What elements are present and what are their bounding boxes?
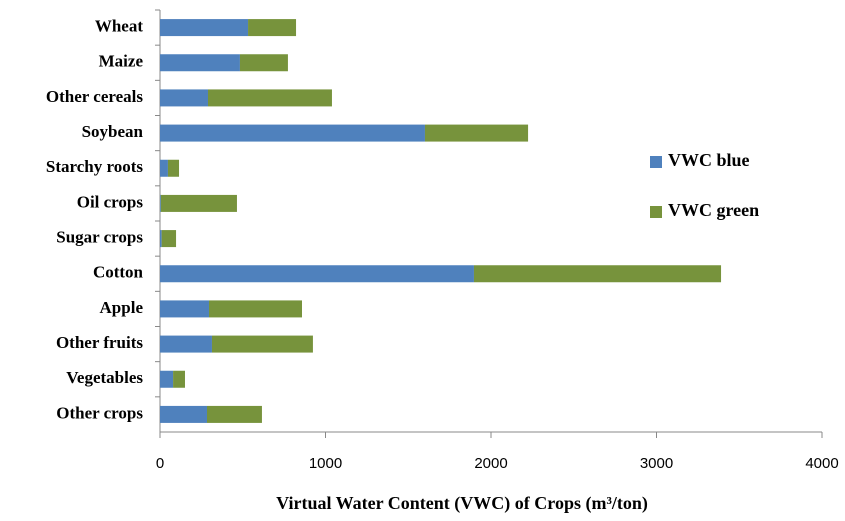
bar-segment xyxy=(160,54,240,72)
x-tick-label: 0 xyxy=(156,455,164,472)
x-tick-label: 1000 xyxy=(309,455,342,472)
bar-segment xyxy=(160,159,168,177)
bar-segment xyxy=(207,405,262,423)
bar-segment xyxy=(167,159,180,177)
x-tick-label: 4000 xyxy=(805,455,838,472)
y-tick-label: Other fruits xyxy=(56,333,143,352)
y-tick-label: Other cereals xyxy=(46,87,143,106)
y-tick-label: Wheat xyxy=(95,16,144,35)
bar-segment xyxy=(160,265,474,283)
y-tick-label: Other crops xyxy=(56,403,143,422)
bar-segment xyxy=(208,300,302,318)
bar-segment xyxy=(160,370,174,388)
y-tick-label: Maize xyxy=(99,52,144,71)
y-tick-label: Cotton xyxy=(93,263,144,282)
y-tick-label: Oil crops xyxy=(77,192,144,211)
legend-swatch xyxy=(650,206,662,218)
bar-segment xyxy=(160,124,425,142)
y-tick-label: Starchy roots xyxy=(46,157,144,176)
y-tick-label: Apple xyxy=(100,298,144,317)
bar-segment xyxy=(160,300,209,318)
y-tick-label: Sugar crops xyxy=(56,227,143,246)
bar-segment xyxy=(160,230,162,248)
bar-segment xyxy=(160,89,208,107)
bar-segment xyxy=(160,405,208,423)
bar-segment xyxy=(160,194,161,212)
bar-segment xyxy=(160,194,237,212)
bar-segment xyxy=(424,124,529,142)
x-axis-label: Virtual Water Content (VWC) of Crops (m³… xyxy=(276,493,648,514)
x-tick-label: 3000 xyxy=(640,455,673,472)
bar-segment xyxy=(239,54,288,72)
legend-label: VWC green xyxy=(668,200,759,220)
bar-segment xyxy=(173,370,185,388)
bar-segment xyxy=(161,230,177,248)
bar-segment xyxy=(160,335,212,353)
legend-swatch xyxy=(650,156,662,168)
bar-segment xyxy=(473,265,722,283)
x-tick-label: 2000 xyxy=(474,455,507,472)
bar-segment xyxy=(160,19,249,37)
y-tick-label: Soybean xyxy=(82,122,144,141)
legend-label: VWC blue xyxy=(668,150,750,170)
bar-segment xyxy=(211,335,313,353)
y-tick-label: Vegetables xyxy=(66,368,143,387)
bar-segment xyxy=(248,19,297,37)
bar-segment xyxy=(207,89,332,107)
